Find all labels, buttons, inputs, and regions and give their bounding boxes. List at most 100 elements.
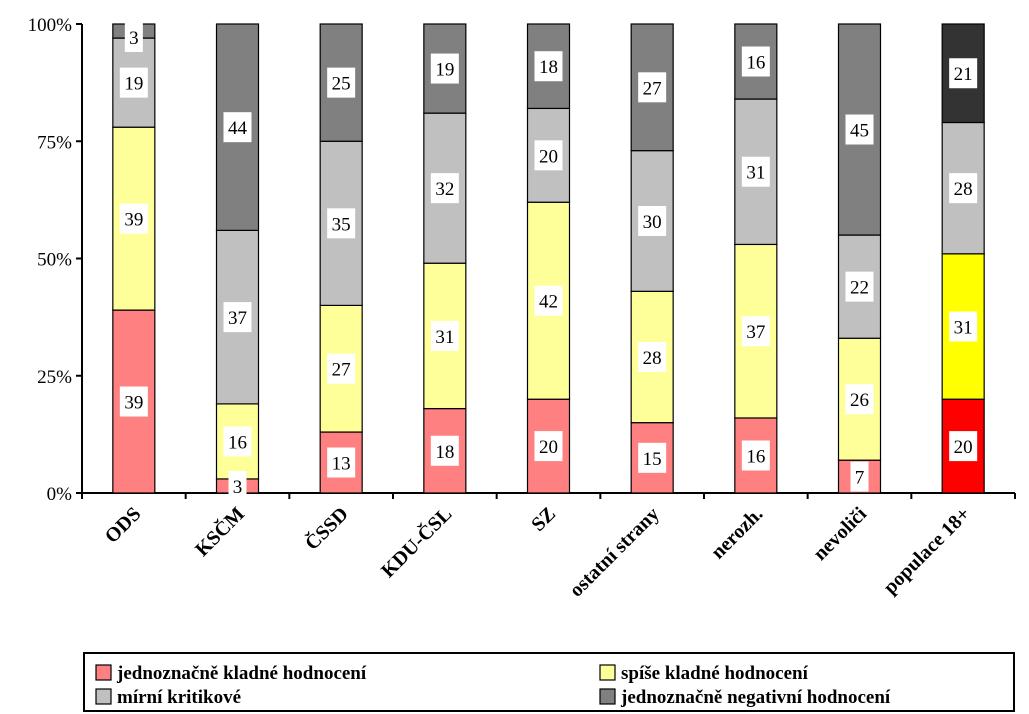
data-label-kdu-csl-jednoznacne-kladne-hodnoceni: 18 (435, 442, 454, 463)
data-label-bg (223, 112, 252, 143)
data-label-cssd-spise-kladne-hodnoceni: 27 (332, 360, 351, 381)
data-label-bg (228, 470, 247, 501)
data-label-kdu-csl-spise-kladne-hodnoceni: 31 (435, 327, 454, 348)
data-label-ods-mirni-kritikove: 19 (124, 74, 143, 95)
data-label-populace-18-spise-kladne-hodnoceni: 31 (954, 318, 973, 339)
data-label-bg (124, 22, 143, 52)
legend-swatch-spise-kladne-hodnoceni (599, 664, 616, 681)
legend-swatch-mirni-kritikove (95, 688, 112, 705)
y-tick-label: 25% (37, 367, 72, 388)
data-label-sz-mirni-kritikove: 20 (539, 146, 558, 167)
data-label-bg (327, 353, 356, 384)
data-label-ostatni-strany-jednoznacne-kladne-hodnoceni: 15 (643, 449, 662, 470)
data-label-ods-spise-kladne-hodnoceni: 39 (124, 210, 143, 231)
data-label-sz-spise-kladne-hodnoceni: 42 (539, 292, 558, 313)
data-label-nevolici-mirni-kritikove: 22 (850, 278, 869, 299)
category-label-cssd: ČSSD (300, 502, 353, 555)
data-label-populace-18-mirni-kritikove: 28 (954, 179, 973, 200)
data-label-ods-jednoznacne-negativni-hodnoceni: 3 (129, 28, 139, 49)
data-label-bg (949, 431, 978, 462)
y-tick-label: 50% (37, 250, 72, 271)
legend-swatch-jednoznacne-kladne-hodnoceni (95, 664, 112, 681)
data-label-bg (119, 67, 148, 98)
category-label-sz: SZ (527, 503, 560, 536)
data-label-nevolici-jednoznacne-negativni-hodnoceni: 45 (850, 121, 869, 142)
data-label-kscm-jednoznacne-kladne-hodnoceni: 3 (233, 477, 243, 498)
data-label-ostatni-strany-mirni-kritikove: 30 (643, 212, 662, 233)
data-label-nerozh-jednoznacne-kladne-hodnoceni: 16 (746, 446, 765, 467)
category-label-kdu-csl: KDU-ČSL (376, 502, 457, 583)
category-label-kscm: KSČM (190, 501, 249, 560)
data-label-bg (327, 208, 356, 239)
data-label-bg (741, 156, 770, 187)
category-label-populace-18: populace 18+ (879, 503, 975, 599)
data-label-bg (741, 440, 770, 471)
data-label-nevolici-spise-kladne-hodnoceni: 26 (850, 390, 869, 411)
category-label-nerozh: nerozh. (707, 503, 767, 563)
data-label-bg (327, 447, 356, 478)
legend-label-spise-kladne-hodnoceni: spíše kladné hodnocení (621, 663, 809, 684)
category-label-ostatni-strany: ostatní strany (565, 503, 663, 601)
data-label-bg (850, 461, 869, 492)
data-label-ostatni-strany-jednoznacne-negativni-hodnoceni: 27 (643, 78, 662, 99)
data-label-nerozh-mirni-kritikove: 31 (746, 163, 765, 184)
data-label-bg (119, 203, 148, 234)
data-label-bg (638, 205, 667, 236)
data-label-bg (638, 72, 667, 103)
data-label-nevolici-jednoznacne-kladne-hodnoceni: 7 (855, 468, 865, 489)
legend-label-jednoznacne-kladne-hodnoceni: jednoznačně kladné hodnocení (116, 663, 367, 684)
data-label-bg (949, 173, 978, 204)
data-label-populace-18-jednoznacne-negativni-hodnoceni: 21 (954, 64, 973, 85)
data-label-bg (638, 341, 667, 372)
legend-swatch-jednoznacne-negativni-hodnoceni (599, 688, 616, 705)
data-label-bg (741, 46, 770, 77)
data-label-kscm-mirni-kritikove: 37 (228, 308, 247, 329)
data-label-bg (430, 320, 459, 351)
data-label-bg (430, 53, 459, 84)
legend: jednoznačně kladné hodnocení spíše kladné… (83, 652, 1015, 712)
data-label-bg (223, 302, 252, 333)
data-label-bg (430, 435, 459, 466)
data-label-cssd-jednoznacne-kladne-hodnoceni: 13 (332, 454, 351, 475)
data-label-bg (845, 271, 874, 302)
data-label-bg (949, 311, 978, 342)
data-labels: 39 39 19 3 3 16 37 44 13 27 35 25 18 31 32 19 20 42 20 18 15… (119, 22, 978, 501)
legend-label-mirni-kritikove: mírní kritikové (117, 687, 241, 708)
data-label-bg (534, 431, 563, 462)
y-tick-label: 100% (28, 15, 73, 36)
data-label-bg (430, 173, 459, 204)
data-label-bg (327, 67, 356, 98)
data-label-kscm-spise-kladne-hodnoceni: 16 (228, 432, 247, 453)
data-label-kdu-csl-jednoznacne-negativni-hodnoceni: 19 (435, 60, 454, 81)
data-label-bg (534, 140, 563, 171)
data-label-bg (845, 114, 874, 145)
data-label-nerozh-spise-kladne-hodnoceni: 37 (746, 322, 765, 343)
data-label-cssd-mirni-kritikove: 35 (332, 214, 351, 235)
category-label-nevolici: nevoliči (809, 503, 871, 565)
legend-label-jednoznacne-negativni-hodnoceni: jednoznačně negativní hodnocení (620, 687, 891, 708)
data-label-nerozh-jednoznacne-negativni-hodnoceni: 16 (746, 53, 765, 74)
data-label-ostatni-strany-spise-kladne-hodnoceni: 28 (643, 348, 662, 369)
data-label-bg (223, 426, 252, 457)
category-labels: ODS KSČM ČSSD KDU-ČSL SZ ostatní strany nerozh… (101, 501, 975, 601)
y-tick-label: 0% (47, 484, 73, 505)
data-label-bg (845, 384, 874, 415)
data-label-cssd-jednoznacne-negativni-hodnoceni: 25 (332, 74, 351, 95)
data-label-bg (119, 386, 148, 417)
data-label-bg (638, 442, 667, 473)
data-label-populace-18-jednoznacne-kladne-hodnoceni: 20 (954, 437, 973, 458)
legend-box (83, 652, 1015, 712)
data-label-kdu-csl-mirni-kritikove: 32 (435, 179, 454, 200)
data-label-bg (741, 316, 770, 347)
data-label-bg (534, 51, 563, 82)
bars (112, 23, 985, 494)
data-label-bg (534, 285, 563, 316)
data-label-sz-jednoznacne-kladne-hodnoceni: 20 (539, 437, 558, 458)
category-label-ods: ODS (101, 503, 146, 548)
data-label-bg (949, 58, 978, 89)
data-label-ods-jednoznacne-kladne-hodnoceni: 39 (124, 393, 143, 414)
data-label-kscm-jednoznacne-negativni-hodnoceni: 44 (228, 118, 248, 139)
y-tick-label: 75% (37, 132, 72, 153)
data-label-sz-jednoznacne-negativni-hodnoceni: 18 (539, 57, 558, 78)
